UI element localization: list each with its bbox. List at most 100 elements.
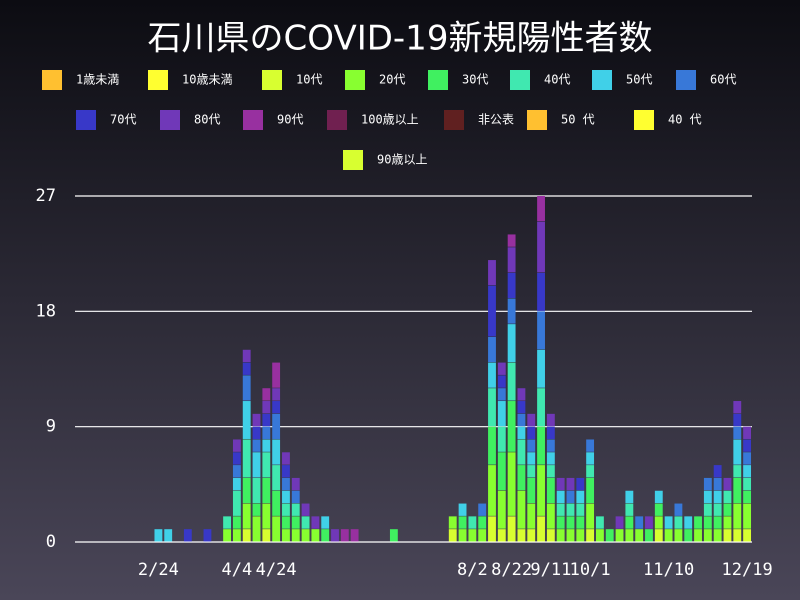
bar-segment <box>272 388 281 401</box>
bar-segment <box>282 477 290 491</box>
bar-segment <box>654 529 663 542</box>
bar-segment <box>497 375 506 388</box>
bar-segment <box>556 503 565 516</box>
bar-segment <box>694 516 702 529</box>
bar-segment <box>723 503 732 516</box>
bar-segment <box>733 503 742 529</box>
bar-segment <box>291 516 300 529</box>
bar-segment <box>546 439 555 452</box>
bar-segment <box>389 529 398 542</box>
bar-segment <box>478 503 487 516</box>
x-tick-label: 12/19 <box>722 560 773 580</box>
bar-segment <box>497 490 506 529</box>
bar-segment <box>703 529 712 542</box>
bar-segment <box>282 529 290 542</box>
x-tick-label: 4/4 <box>222 560 253 580</box>
bar-segment <box>537 272 545 311</box>
bar-segment <box>262 388 271 401</box>
bar-segment <box>664 516 673 529</box>
legend-swatch <box>343 150 363 170</box>
bar-segment <box>291 529 300 542</box>
bar-segment <box>537 426 545 465</box>
legend-swatch <box>327 110 347 130</box>
bar-segment <box>242 362 251 375</box>
bar-segment <box>223 516 232 529</box>
bar-segment <box>311 516 320 529</box>
bar-segment <box>517 465 526 491</box>
bar-segment <box>527 477 536 504</box>
legend-label: 60代 <box>710 73 736 87</box>
bar-segment <box>183 529 192 542</box>
bar-segment <box>488 285 496 337</box>
bar-segment <box>674 516 683 529</box>
bar-segment <box>497 426 506 452</box>
bar-segment <box>468 529 477 542</box>
bar-segment <box>232 477 241 491</box>
bar-segment <box>262 529 271 542</box>
legend-label: 40代 <box>544 73 570 87</box>
legend-label: 1歳未満 <box>76 73 119 87</box>
bar-segment <box>507 272 516 299</box>
bar-segment <box>576 529 585 542</box>
bar-segment <box>203 529 212 542</box>
bar-segment <box>537 465 545 516</box>
bar-segment <box>497 452 506 491</box>
bar-segment <box>546 452 555 465</box>
legend-label: 30代 <box>462 73 488 87</box>
legend-swatch <box>634 110 654 130</box>
bar-segment <box>291 477 300 491</box>
bar-segment <box>537 196 545 222</box>
bar-segment <box>262 477 271 504</box>
y-tick-label: 0 <box>46 532 56 552</box>
bar-segment <box>507 247 516 273</box>
legend-swatch <box>592 70 612 90</box>
x-tick-label: 4/24 <box>256 560 297 580</box>
bar-segment <box>350 529 359 542</box>
bar-segment <box>242 529 251 542</box>
bar-segment <box>458 529 467 542</box>
bar-segment <box>625 490 634 504</box>
legend-label: 10代 <box>296 73 322 87</box>
bar-segment <box>576 516 585 529</box>
x-tick-label: 8/2 <box>457 560 488 580</box>
bar-segment <box>458 516 467 529</box>
bar-segment <box>242 375 251 401</box>
legend-swatch <box>676 70 696 90</box>
bar-segment <box>448 516 457 529</box>
legend-swatch <box>428 70 448 90</box>
bar-segment <box>282 452 290 465</box>
bar-segment <box>595 529 604 542</box>
chart-title: 石川県のCOVID-19新規陽性者数 <box>148 19 653 59</box>
bar-segment <box>576 477 585 491</box>
bar-segment <box>546 477 555 504</box>
bar-segment <box>488 362 496 388</box>
bar-segment <box>546 503 555 529</box>
bar-segment <box>703 477 712 491</box>
bar-segment <box>645 516 653 529</box>
bar-segment <box>282 490 290 504</box>
legend-label: 70代 <box>110 113 136 127</box>
bar-segment <box>517 413 526 427</box>
bar-segment <box>556 490 565 504</box>
bar-segment <box>223 529 232 542</box>
bar-segment <box>291 490 300 504</box>
legend-label: 50代 <box>626 73 652 87</box>
legend-swatch <box>444 110 464 130</box>
bar-segment <box>654 503 663 516</box>
bar-segment <box>232 439 241 452</box>
bar-segment <box>321 516 330 529</box>
bar-segment <box>615 516 624 529</box>
legend-label: 20代 <box>379 73 405 87</box>
y-tick-label: 27 <box>36 186 56 206</box>
bar-segment <box>546 426 555 439</box>
bar-segment <box>262 503 271 529</box>
bar-segment <box>507 234 516 247</box>
bar-segment <box>272 413 281 439</box>
bar-segment <box>674 529 683 542</box>
bar-segment <box>282 503 290 516</box>
bar-segment <box>684 516 693 529</box>
bar-segment <box>537 516 545 542</box>
bar-segment <box>272 362 281 388</box>
